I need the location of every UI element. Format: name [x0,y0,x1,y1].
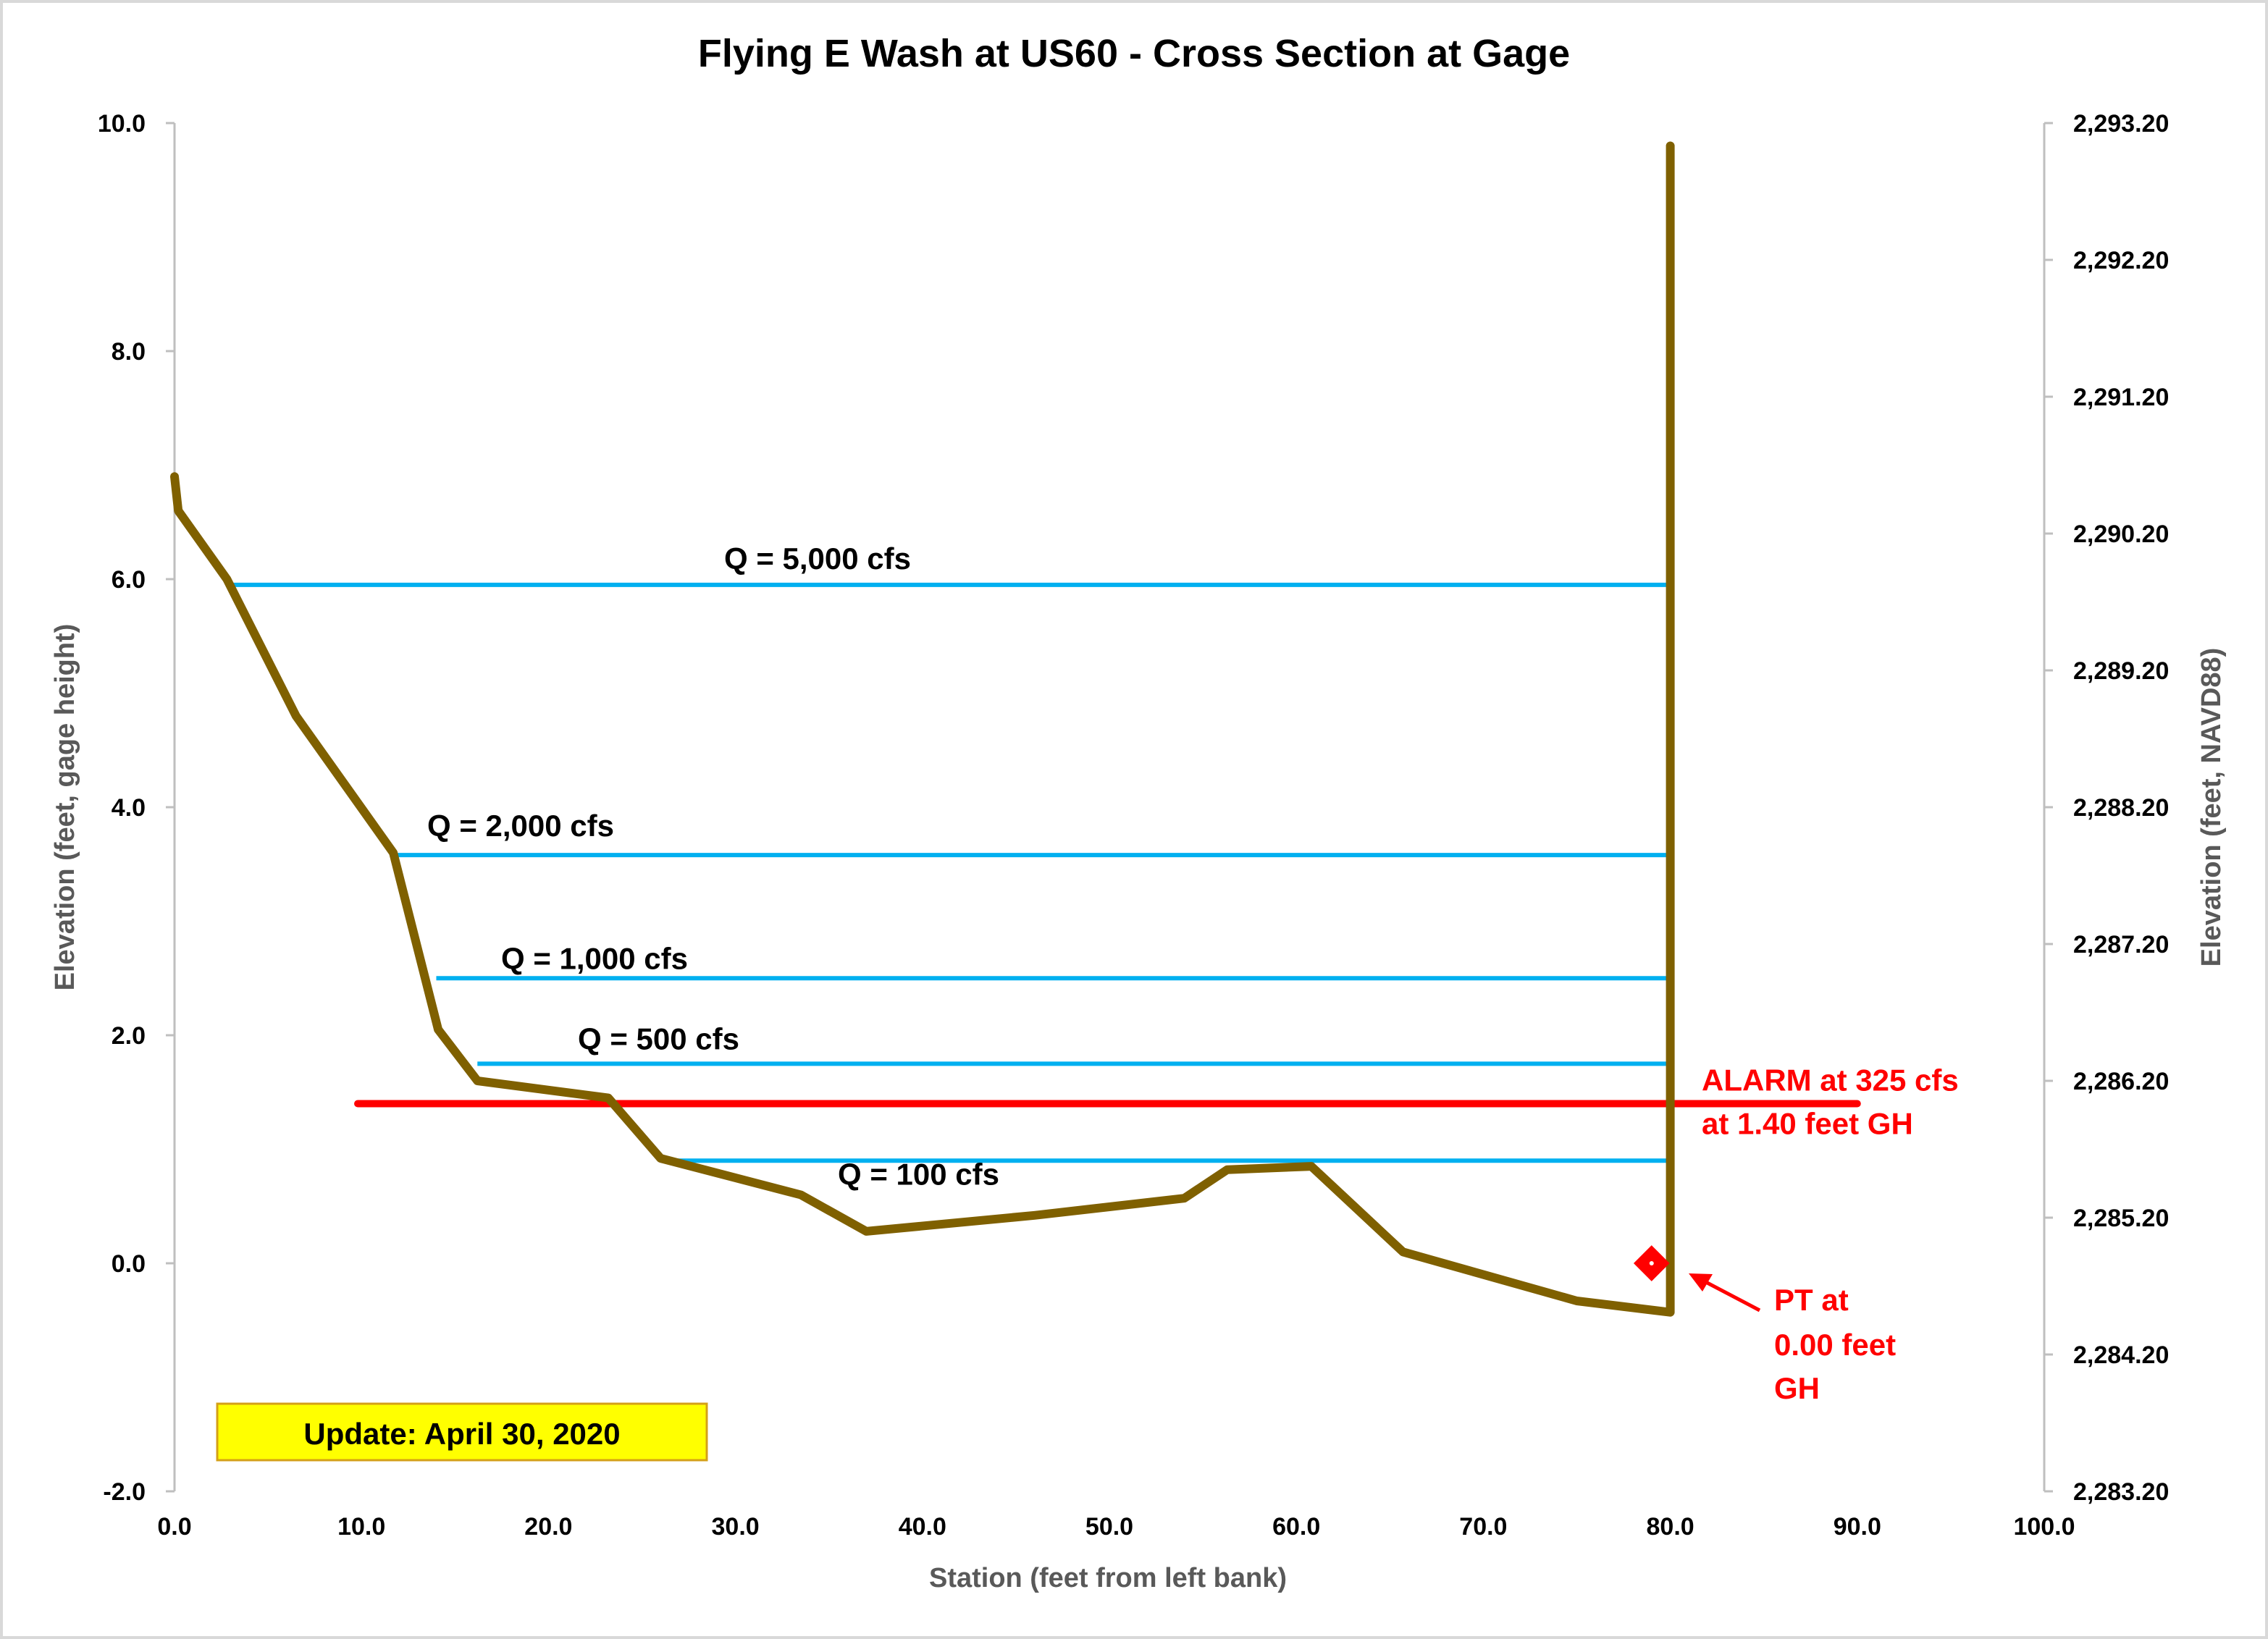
cross-section-series [170,141,1675,1317]
alarm-label-line1: ALARM at 325 cfs [1702,1063,1959,1097]
pt-label-line1: PT at [1774,1283,1849,1317]
discharge-lines: Q = 5,000 cfs Q = 2,000 cfs Q = 1,000 cfs Q… [230,542,1671,1191]
y-tick-label-right: 2,292.20 [2073,247,2169,274]
y-tick-label-left: 6.0 [112,566,146,594]
x-tick-label: 20.0 [524,1513,572,1541]
y-tick-label-left: 4.0 [112,794,146,822]
x-tick-label: 30.0 [712,1513,760,1541]
x-tick-label: 50.0 [1085,1513,1133,1541]
discharge-label: Q = 100 cfs [838,1157,999,1191]
x-axis-ticks: 0.0 10.0 20.0 30.0 40.0 50.0 60.0 70.0 80.0 90.0 1… [157,1513,2075,1541]
x-axis-title: Station (feet from left bank) [929,1563,1287,1593]
x-tick-label: 60.0 [1272,1513,1320,1541]
pt-label-line3: GH [1774,1371,1820,1405]
x-tick-label: 10.0 [337,1513,385,1541]
y-tick-label-left: 2.0 [112,1022,146,1050]
y-tick-label-right: 2,286.20 [2073,1068,2169,1095]
update-note: Update: April 30, 2020 [216,1402,708,1462]
discharge-label: Q = 5,000 cfs [724,542,911,576]
y-axis-right-title: Elevation (feet, NAVD88) [2196,648,2227,967]
y-tick-label-right: 2,288.20 [2073,794,2169,822]
y-tick-label-right: 2,291.20 [2073,384,2169,411]
pt-label-line2: 0.00 feet [1774,1328,1896,1362]
discharge-label: Q = 500 cfs [578,1021,739,1056]
y-tick-label-left: -2.0 [103,1478,146,1506]
discharge-label: Q = 2,000 cfs [427,809,614,843]
chart-title: Flying E Wash at US60 - Cross Section at… [698,32,1570,75]
y-axis-left-title: Elevation (feet, gage height) [50,624,80,991]
y-tick-label-left: 10.0 [98,110,146,138]
alarm-label-line2: at 1.40 feet GH [1702,1107,1913,1141]
x-tick-label: 70.0 [1459,1513,1507,1541]
y-tick-label-right: 2,284.20 [2073,1341,2169,1369]
x-tick-label: 100.0 [2013,1513,2075,1541]
y-tick-label-right: 2,289.20 [2073,657,2169,685]
x-tick-label: 80.0 [1647,1513,1694,1541]
cross-section-line [170,141,1675,1317]
update-note-box [216,1402,708,1462]
y-tick-label-right: 2,283.20 [2073,1478,2169,1506]
y-tick-label-right: 2,287.20 [2073,931,2169,958]
alarm-threshold: ALARM at 325 cfs at 1.40 feet GH [354,1063,1959,1141]
y-tick-label-right: 2,285.20 [2073,1205,2169,1232]
y-axis-right-ticks: 2,283.20 2,284.20 2,285.20 2,286.20 2,287.20… [2044,110,2169,1506]
y-tick-label-left: 8.0 [112,338,146,366]
pt-marker-center [1649,1261,1654,1265]
pt-arrow-head [1689,1273,1713,1292]
x-tick-label: 0.0 [157,1513,191,1541]
pt-arrow-shaft [1700,1278,1761,1313]
x-tick-label: 40.0 [899,1513,946,1541]
update-note-text: Update: April 30, 2020 [303,1417,620,1451]
y-tick-label-right: 2,293.20 [2073,110,2169,138]
y-tick-label-left: 0.0 [112,1250,146,1278]
x-tick-label: 90.0 [1834,1513,1881,1541]
y-tick-label-right: 2,290.20 [2073,521,2169,548]
y-axis-left-ticks: -2.0 0.0 2.0 4.0 6.0 8.0 10.0 [98,110,175,1506]
discharge-label: Q = 1,000 cfs [501,941,688,975]
pressure-transducer: PT at 0.00 feet GH [1633,1245,1896,1405]
